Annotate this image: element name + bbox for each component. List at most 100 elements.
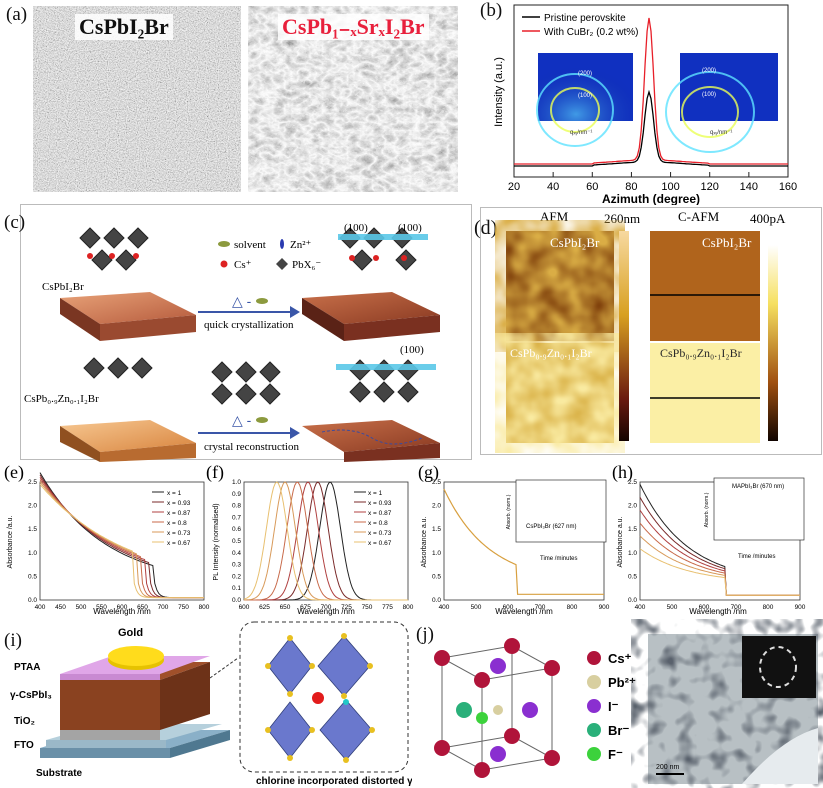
facet-label-3: (100) [400,344,424,356]
arrow-label-quick: quick crystallization [204,319,294,331]
y-tick-label: 1.0 [628,550,637,557]
x-tick-label: 775 [382,604,393,611]
x-tick-label: 900 [599,604,610,611]
x-tick-label: 500 [471,604,482,611]
arrow-label-reconstruct: crystal reconstruction [204,441,299,453]
panel-h-ylabel: Absorbance a.u. [617,516,624,567]
layer-tio2: TiO₂ [14,716,35,727]
layer-gold: Gold [118,627,143,639]
y-tick-label: 0.0 [28,597,37,604]
ion-swatch [587,675,601,689]
panel-b-label: (b) [480,0,503,21]
y-tick-label: 2.0 [628,503,637,510]
panel-g-inset-x: Time /minutes [540,556,577,562]
x-tick-label: 700 [535,604,546,611]
panel-h-xlabel: Wavelength /nm [689,607,747,616]
x-tick-label: 120 [701,181,719,193]
y-tick-label: 0.2 [232,573,241,580]
panel-c: (c) [0,200,472,462]
legend-entry: x = 1 [368,490,383,497]
layer-substrate: Substrate [36,768,83,779]
x-tick-label: 600 [503,604,514,611]
slab-pristine-film [60,292,196,341]
row-label-zn: CsPb₀.₉Zn₀.₁I₂Br [24,393,99,405]
panel-i: (i) Gold PTAA γ-CsPbI₃ TiO₂ FTO Substrat… [0,618,412,788]
ion-legend: Cs⁺ Pb²⁺ I⁻ Br⁻ F⁻ [587,651,636,762]
x-tick-label: 800 [567,604,578,611]
panel-g-xlabel: Wavelength /nm [495,607,553,616]
slab-reconstructed-film [302,420,440,462]
scalebar-label: 200 nm [656,764,680,771]
panel-d: (d) AFM C-AFM 260nm 400pA CsPbI₂Br CsPbI… [472,205,823,457]
ion-swatch [587,699,601,713]
legend-entry: x = 0.73 [368,530,392,537]
legend-entry: x = 0.67 [368,540,392,547]
absorbance-curve [443,488,604,595]
x-tick-label: 700 [158,604,169,611]
panel-e-label: (e) [4,462,24,483]
ion-swatch [587,723,601,737]
panel-e-ylabel: Absorbance /a.u. [7,515,14,568]
slab-zn-film [60,420,196,462]
svg-text:△ -: △ - [232,293,252,309]
y-tick-label: 0.0 [432,597,441,604]
pl-curve [243,481,408,601]
y-tick-label: 2.0 [28,503,37,510]
plot-frame [39,481,205,601]
sem-right-title: CsPb₁₋ₓSrₓI₂Br [278,14,429,40]
y-tick-label: 0.0 [628,597,637,604]
legend-entry: x = 1 [167,490,182,497]
gi-waxs-right: (200) (100) qₓᵧ/nm⁻¹ [665,53,778,153]
panel-b: (b) 20 40 60 80 100 120 140 160 Azimuth (degree… [470,0,823,205]
y-tick-label: 2.5 [28,479,37,486]
x-tick-label: 400 [635,604,646,611]
panel-h-inset-y: Absorb. (norm.) [704,492,710,527]
cafm-colorbar [768,245,778,441]
absorbance-curve [639,535,800,596]
x-tick-label: 900 [795,604,806,611]
x-tick-label: 625 [259,604,270,611]
panel-g-inset-y: Absorb. (norm.) [506,494,512,529]
tem-image: 200 nm [648,634,818,784]
x-tick-label: 800 [199,604,210,611]
panel-b-xticks: 20 40 60 80 100 120 140 160 [508,172,797,193]
cafm-bottom-caption: CsPb₀.₉Zn₀.₁I₂Br [660,346,742,360]
y-tick-label: 0.3 [232,562,241,569]
unit-cell-atoms [434,638,560,778]
absorbance-curve [39,479,204,599]
panel-d-label: (d) [474,217,498,239]
y-tick-label: 0.0 [232,597,241,604]
x-tick-label: 800 [403,604,414,611]
slab-crystallized-film [302,292,440,341]
device-stack [40,646,230,758]
x-tick-label: 450 [55,604,66,611]
x-tick-label: 750 [362,604,373,611]
series-pristine-line [514,89,788,167]
panel-a: (a) CsPbI₂Br CsPb₁₋ₓSrₓI₂Br [0,0,470,198]
panel-i-label: (i) [4,630,22,651]
panel-c-frame [20,204,472,460]
svg-text:(200): (200) [702,68,716,74]
legend-entry: x = 0.73 [167,530,191,537]
x-tick-label: 80 [625,181,637,193]
x-tick-label: 100 [661,181,679,193]
cafm-image-bottom [650,343,760,443]
row-label-pristine: CsPbI₂Br [42,281,84,293]
y-tick-label: 1.5 [28,526,37,533]
x-tick-label: 800 [763,604,774,611]
legend-entry: x = 0.67 [167,540,191,547]
ion-label: Pb²⁺ [608,675,636,690]
y-tick-label: 0.9 [232,491,241,498]
y-tick-label: 0.5 [432,573,441,580]
ion-swatch [587,651,601,665]
legend-cubr2: With CuBr₂ (0.2 wt%) [544,27,638,38]
y-tick-label: 0.5 [232,538,241,545]
spectra-row: (e) (f) (g) (h) Wavelength /nm Wavelengt… [4,462,806,616]
y-tick-label: 0.4 [232,550,241,557]
panel-b-xlabel: Azimuth (degree) [602,192,700,205]
legend-pristine: Pristine perovskite [544,13,626,24]
legend-entry: x = 0.87 [368,510,392,517]
afm-colorbar [619,231,629,441]
y-tick-label: 0.7 [232,514,241,521]
legend-entry: x = 0.93 [368,500,392,507]
